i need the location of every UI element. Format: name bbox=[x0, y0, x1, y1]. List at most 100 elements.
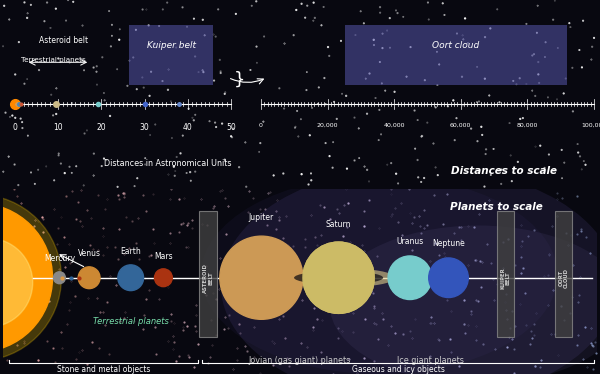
Text: Uranus: Uranus bbox=[396, 237, 424, 246]
Point bbox=[302, 3, 312, 9]
Point bbox=[416, 179, 426, 185]
Point bbox=[56, 160, 65, 166]
Point bbox=[508, 78, 518, 84]
Point bbox=[194, 69, 203, 75]
Point bbox=[4, 16, 14, 22]
Point bbox=[189, 16, 199, 22]
Point bbox=[182, 24, 192, 30]
Point bbox=[82, 128, 92, 134]
Point bbox=[423, 0, 433, 6]
Point bbox=[216, 68, 226, 74]
Point bbox=[360, 163, 370, 169]
Point bbox=[391, 7, 401, 13]
Point bbox=[527, 88, 537, 94]
Point bbox=[216, 70, 226, 76]
Point bbox=[428, 141, 438, 147]
Point bbox=[227, 134, 237, 140]
Point bbox=[307, 177, 316, 183]
Point bbox=[150, 41, 160, 47]
Point bbox=[515, 116, 525, 122]
Text: Jupiter: Jupiter bbox=[249, 213, 274, 222]
Point bbox=[575, 153, 585, 159]
Point bbox=[557, 147, 566, 153]
Text: Planets to scale: Planets to scale bbox=[449, 202, 542, 212]
Point bbox=[245, 67, 255, 73]
Point bbox=[278, 171, 288, 177]
FancyBboxPatch shape bbox=[129, 25, 213, 85]
Point bbox=[189, 117, 199, 123]
Point bbox=[89, 65, 98, 71]
Point bbox=[52, 85, 61, 91]
Point bbox=[30, 181, 40, 187]
Point bbox=[310, 15, 320, 21]
Point bbox=[535, 80, 544, 86]
Point bbox=[226, 133, 236, 139]
Point bbox=[125, 58, 134, 64]
Point bbox=[16, 116, 25, 122]
Point bbox=[505, 120, 514, 126]
Point bbox=[418, 133, 427, 139]
Point bbox=[417, 133, 427, 139]
Point bbox=[178, 133, 188, 139]
Point bbox=[376, 10, 385, 16]
Point bbox=[40, 18, 49, 24]
Point bbox=[41, 163, 51, 169]
Point bbox=[106, 43, 116, 49]
Point bbox=[481, 151, 490, 157]
Point bbox=[101, 157, 111, 163]
Point bbox=[541, 39, 550, 45]
Point bbox=[478, 132, 487, 138]
Point bbox=[78, 22, 88, 28]
Point bbox=[188, 115, 197, 121]
Point bbox=[10, 71, 20, 77]
Point bbox=[105, 113, 115, 119]
Point bbox=[572, 100, 582, 106]
Point bbox=[14, 39, 23, 45]
Text: Terrestrial planets: Terrestrial planets bbox=[93, 317, 169, 327]
Point bbox=[559, 160, 569, 166]
Point bbox=[68, 0, 78, 5]
Point bbox=[23, 133, 32, 139]
Text: Gaseous and icy objects: Gaseous and icy objects bbox=[352, 365, 445, 374]
Point bbox=[291, 124, 301, 130]
Point bbox=[513, 159, 523, 165]
Text: Ice giant planets: Ice giant planets bbox=[397, 356, 464, 365]
Point bbox=[438, 0, 448, 6]
Point bbox=[231, 11, 241, 17]
Point bbox=[51, 6, 61, 12]
Point bbox=[393, 10, 403, 16]
Point bbox=[211, 34, 220, 40]
Point bbox=[115, 26, 125, 32]
FancyBboxPatch shape bbox=[497, 211, 514, 337]
Point bbox=[350, 157, 359, 163]
Point bbox=[362, 167, 372, 173]
Point bbox=[574, 150, 583, 156]
Point bbox=[533, 3, 542, 9]
Point bbox=[433, 172, 443, 178]
Point bbox=[290, 125, 300, 131]
Point bbox=[390, 89, 400, 95]
Point bbox=[472, 64, 482, 70]
Point bbox=[144, 22, 154, 28]
Point bbox=[17, 101, 26, 107]
Point bbox=[163, 87, 173, 93]
Point bbox=[17, 119, 27, 125]
Circle shape bbox=[220, 236, 303, 319]
Point bbox=[190, 112, 200, 118]
Point bbox=[279, 105, 289, 111]
Point bbox=[26, 2, 35, 8]
Ellipse shape bbox=[294, 271, 383, 285]
Point bbox=[158, 6, 167, 12]
Ellipse shape bbox=[281, 268, 395, 288]
Point bbox=[377, 45, 387, 51]
Point bbox=[20, 81, 29, 87]
Point bbox=[589, 35, 599, 41]
Text: 80,000: 80,000 bbox=[517, 123, 538, 128]
Point bbox=[139, 85, 149, 91]
Point bbox=[350, 32, 360, 38]
Point bbox=[473, 138, 482, 144]
Text: Saturn: Saturn bbox=[326, 220, 352, 229]
Point bbox=[302, 87, 311, 93]
Point bbox=[573, 141, 583, 147]
Circle shape bbox=[303, 242, 374, 313]
